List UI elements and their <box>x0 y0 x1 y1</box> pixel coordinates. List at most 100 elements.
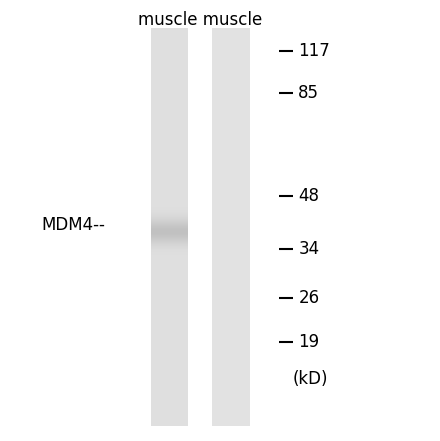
Bar <box>213 150 250 152</box>
Bar <box>213 258 250 260</box>
Bar <box>213 408 250 410</box>
Bar <box>150 126 188 127</box>
Bar <box>213 344 250 346</box>
Bar <box>150 200 188 202</box>
Bar <box>213 136 250 138</box>
Bar <box>213 338 250 340</box>
Bar <box>213 247 250 248</box>
Bar <box>213 397 250 399</box>
Bar <box>150 104 188 105</box>
Bar <box>150 48 188 50</box>
Bar <box>213 287 250 289</box>
Bar <box>150 332 188 334</box>
Bar <box>213 206 250 208</box>
Bar <box>150 36 188 38</box>
Bar <box>150 377 188 379</box>
Bar <box>150 106 188 108</box>
Bar <box>150 70 188 72</box>
Bar <box>213 424 250 426</box>
Bar <box>150 156 188 158</box>
Bar <box>213 243 250 244</box>
Bar <box>150 63 188 65</box>
Bar <box>150 103 188 105</box>
Bar <box>150 262 188 263</box>
Bar <box>150 320 188 322</box>
Bar <box>150 155 188 157</box>
Bar <box>150 355 188 356</box>
Bar <box>150 299 188 301</box>
Bar <box>150 43 188 45</box>
Bar <box>150 400 188 402</box>
Bar <box>213 289 250 291</box>
Bar <box>213 203 250 205</box>
Bar <box>150 139 188 141</box>
Bar <box>213 140 250 142</box>
Bar <box>213 358 250 359</box>
Bar <box>150 112 188 114</box>
Bar <box>213 375 250 377</box>
Bar <box>213 214 250 216</box>
Bar <box>150 127 188 129</box>
Bar <box>213 89 250 90</box>
Bar <box>213 326 250 328</box>
Bar <box>213 336 250 338</box>
Bar <box>213 36 250 38</box>
Bar <box>213 181 250 183</box>
Bar <box>213 210 250 212</box>
Bar <box>150 239 188 240</box>
Bar <box>150 255 188 257</box>
Bar <box>213 124 250 126</box>
Bar <box>213 105 250 106</box>
Bar <box>213 233 250 235</box>
Bar <box>213 30 250 32</box>
Bar <box>150 294 188 296</box>
Bar <box>150 61 188 63</box>
Bar <box>213 169 250 171</box>
Bar <box>213 184 250 186</box>
Bar <box>213 389 250 391</box>
Bar <box>150 374 188 375</box>
Bar <box>213 337 250 339</box>
Bar <box>150 260 188 262</box>
Bar <box>213 379 250 381</box>
Bar <box>213 222 250 224</box>
Bar <box>150 176 188 178</box>
Bar <box>213 80 250 82</box>
Bar <box>213 224 250 225</box>
Bar <box>213 97 250 98</box>
Bar <box>150 346 188 348</box>
Bar <box>150 407 188 409</box>
Bar <box>213 113 250 116</box>
Bar <box>213 309 250 311</box>
Bar <box>213 254 250 255</box>
Bar <box>213 273 250 275</box>
Bar <box>150 239 188 241</box>
Bar <box>213 152 250 154</box>
Bar <box>213 167 250 169</box>
Bar <box>150 254 188 255</box>
Bar <box>150 231 188 232</box>
Bar <box>150 130 188 131</box>
Bar <box>213 274 250 276</box>
Bar <box>150 217 188 219</box>
Bar <box>213 120 250 122</box>
Bar <box>213 148 250 150</box>
Bar <box>213 423 250 425</box>
Bar <box>213 383 250 385</box>
Bar <box>150 254 188 256</box>
Bar <box>150 136 188 138</box>
Bar <box>213 316 250 318</box>
Bar <box>150 236 188 239</box>
Bar <box>150 174 188 176</box>
Bar <box>213 243 250 245</box>
Bar <box>150 328 188 330</box>
Bar <box>213 145 250 147</box>
Bar <box>213 205 250 207</box>
Bar <box>213 204 250 206</box>
Bar <box>213 362 250 363</box>
Bar <box>213 196 250 198</box>
Bar <box>150 354 188 355</box>
Bar <box>213 311 250 313</box>
Bar <box>150 417 188 419</box>
Bar <box>150 82 188 84</box>
